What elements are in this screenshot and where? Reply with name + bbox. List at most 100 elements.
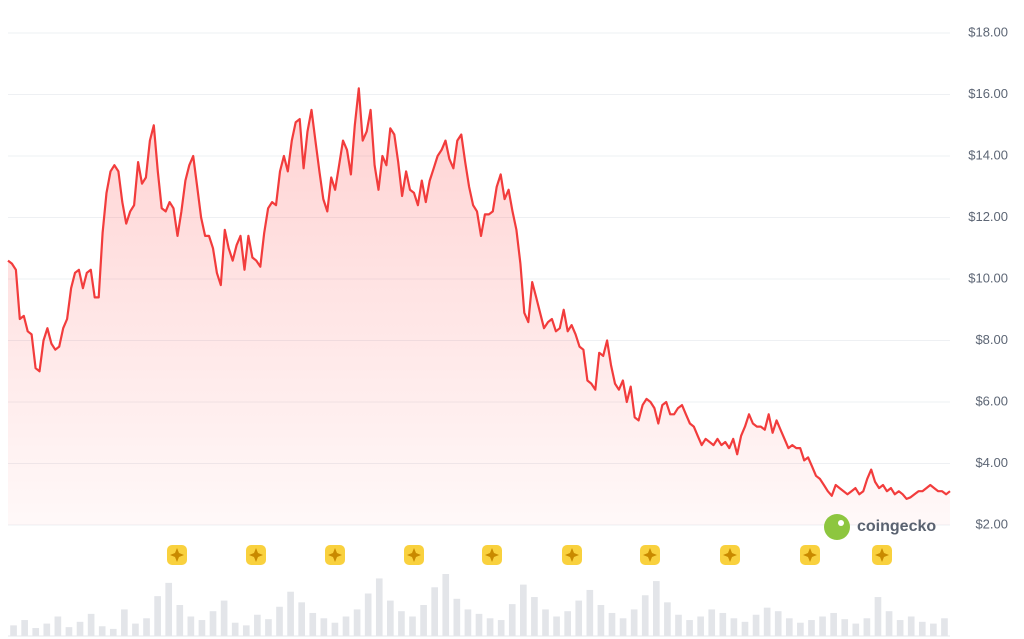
volume-bar [752,614,760,636]
y-tick-label: $2.00 [975,516,1008,531]
volume-bar [320,618,328,636]
volume-bar [542,609,549,636]
volume-bar [398,611,405,636]
volume-bar [364,593,372,636]
volume-bar [719,612,727,636]
event-marker[interactable] [872,545,892,565]
volume-bar [475,613,483,636]
volume-bar [675,614,682,636]
event-marker[interactable] [640,545,660,565]
y-tick-label: $14.00 [968,147,1008,162]
y-tick-label: $16.00 [968,86,1008,101]
volume-bar [298,602,306,636]
volume-bar [697,616,704,636]
volume-bar [254,614,261,636]
event-marker[interactable] [246,545,266,565]
y-tick-label: $12.00 [968,209,1008,224]
volume-bar [874,597,882,636]
volume-bar [785,618,793,636]
event-marker[interactable] [800,545,820,565]
y-tick-label: $4.00 [975,455,1008,470]
event-markers [167,545,892,565]
price-line [7,87,951,500]
volume-bar [830,612,837,636]
volume-bar [586,589,594,636]
volume-bar [808,620,815,636]
volume-bar [76,621,84,636]
volume-bar [741,621,749,636]
volume-bar [930,623,937,636]
event-marker[interactable] [167,545,187,565]
volume-bar [907,616,915,636]
volume-bar [132,623,139,636]
volume-bar [664,602,671,636]
volume-bar [165,582,173,636]
volume-bar [198,620,206,636]
y-tick-label: $6.00 [975,393,1008,408]
event-marker[interactable] [720,545,740,565]
volume-bar [497,620,505,636]
volume-bar [43,623,51,636]
volume-bar [154,596,161,636]
volume-bar [242,625,250,636]
volume-bar [686,620,693,636]
event-marker[interactable] [404,545,424,565]
volume-bar [98,626,106,636]
volume-bar [442,574,450,636]
volume-bar [608,612,616,636]
volume-bar [730,618,738,636]
volume-bar [187,616,195,636]
volume-bar [176,605,184,636]
volume-bar [553,616,560,636]
volume-bar [209,611,217,636]
volume-bar [331,622,339,636]
volume-bar [10,625,17,636]
volume-bar [265,619,272,636]
volume-bar [941,618,948,636]
volume-bar [409,616,416,636]
volume-bar [763,607,771,636]
volume-bar [708,609,716,636]
volume-bar [353,609,361,636]
price-area [8,88,950,526]
volume-bar [863,618,871,636]
volume-bar [508,604,516,636]
volume-bar [287,591,294,636]
volume-bar [630,609,638,636]
volume-bar [342,616,350,636]
volume-bar [65,627,73,636]
volume-bar [431,587,438,636]
volume-bar [652,581,660,636]
volume-bar [896,620,904,636]
volume-bar [918,621,926,636]
volume-bar [531,597,538,636]
volume-bar [375,578,383,636]
volume-bar [32,628,40,636]
volume-bar [453,598,461,636]
volume-bar [143,618,150,636]
volume-bar [564,611,571,636]
volume-bar [231,622,239,636]
volume-bar [819,616,826,636]
volume-bar [597,605,605,636]
volume-bar [87,613,95,636]
volume-bar [276,606,283,636]
event-marker[interactable] [325,545,345,565]
volume-bar [619,618,627,636]
volume-bar [486,618,494,636]
volume-bar [109,628,117,636]
volume-bar [774,611,782,636]
volume-bar [885,611,893,636]
volume-bar [420,605,427,636]
y-tick-label: $18.00 [968,24,1008,39]
volume-bar [220,600,228,636]
volume-bar [387,600,394,636]
event-marker[interactable] [482,545,502,565]
volume-bar [641,595,649,636]
volume-bar [575,600,583,636]
volume-bar [797,622,804,636]
volume-bar [121,609,128,636]
event-marker[interactable] [562,545,582,565]
volume-bar [309,612,317,636]
volume-bar [852,623,860,636]
